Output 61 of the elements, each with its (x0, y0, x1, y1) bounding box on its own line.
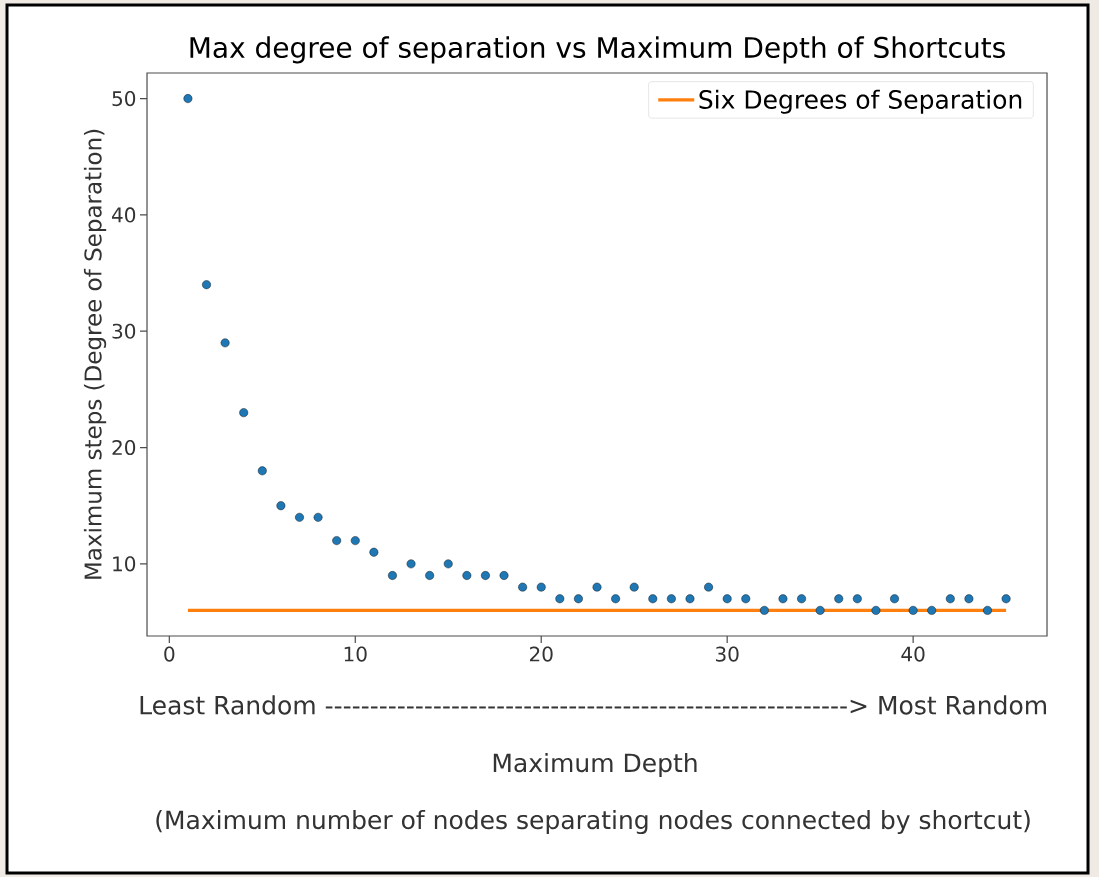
x-tick-label: 10 (344, 646, 367, 662)
point (815, 605, 825, 615)
point (1001, 594, 1011, 604)
chart-title: Max degree of separation vs Maximum Depth of Shortcuts (190, 36, 1005, 64)
point (945, 594, 955, 604)
y-tick-label: 40 (112, 207, 136, 223)
point (778, 594, 788, 604)
point (313, 512, 323, 522)
point (295, 512, 304, 522)
point (722, 594, 732, 604)
point (481, 571, 490, 580)
point (871, 605, 881, 615)
point (741, 594, 751, 604)
point (257, 466, 267, 476)
point (425, 571, 435, 580)
point (388, 571, 397, 580)
point (927, 605, 937, 615)
legend-label: Six Degrees of Separation (699, 89, 1022, 114)
y-tick-label: 20 (112, 439, 136, 456)
point (629, 582, 639, 592)
x-tick-label: 30 (715, 646, 739, 662)
point (908, 605, 918, 615)
point (350, 536, 360, 545)
y-tick-label: 30 (112, 323, 136, 339)
x-tick-label: 0 (164, 646, 175, 662)
point (648, 594, 658, 604)
point (462, 571, 472, 580)
text: (Maximum number of nodes separating nodes connected by shortcut) (156, 809, 1030, 835)
point (202, 280, 211, 290)
point (759, 605, 769, 615)
point (890, 594, 899, 604)
point (592, 582, 602, 592)
point (183, 94, 193, 103)
point (834, 594, 844, 604)
point (518, 582, 528, 592)
point (574, 594, 583, 604)
point (555, 594, 565, 604)
point (852, 594, 862, 604)
point (443, 559, 453, 569)
point (276, 501, 286, 511)
y-axis-title: Maximum steps (Degree of Separation) (83, 129, 107, 579)
point (499, 571, 509, 580)
point (704, 582, 713, 592)
point (797, 594, 806, 604)
point (332, 536, 342, 545)
point (685, 594, 695, 604)
point (369, 547, 379, 557)
point (983, 605, 992, 615)
point (964, 594, 974, 604)
x-tick-label: 40 (901, 646, 925, 662)
point (239, 408, 249, 418)
point (406, 559, 416, 569)
point (536, 582, 546, 592)
point (220, 338, 230, 348)
text: Maximum Depth (493, 752, 697, 778)
y-tick-label: 50 (112, 91, 136, 107)
point (666, 594, 676, 604)
text: Least Random ----------------------------------------------------------> Most Random (140, 695, 1046, 715)
point (611, 594, 620, 604)
x-tick-label: 20 (529, 646, 553, 662)
y-tick-label: 10 (113, 556, 136, 572)
